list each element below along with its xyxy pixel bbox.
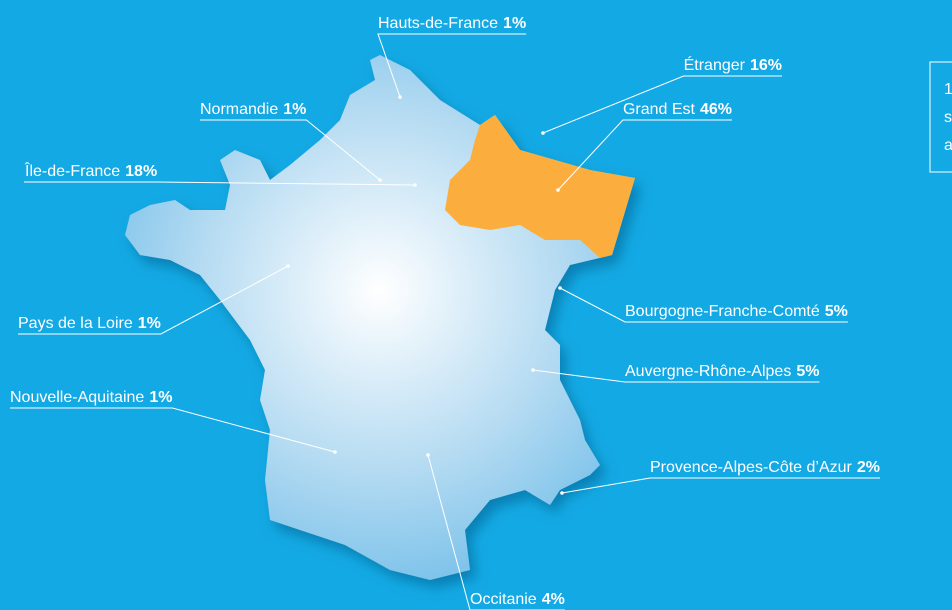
region-label: Auvergne-Rhône-Alpes 5% [625,363,819,380]
region-name: Occitanie [470,591,537,608]
leader-line [532,369,820,383]
france-shape [125,55,635,580]
side-note-line: a [944,137,952,154]
region-label: Pays de la Loire 1% [18,315,161,332]
region-dot [426,453,430,457]
region-dot [398,95,402,99]
region-label: Étranger 16% [684,55,782,74]
region-label: Grand Est 46% [623,101,732,118]
region-label: Provence-Alpes-Côte d’Azur 2% [650,459,880,476]
leader-line [10,407,336,453]
region-dot [413,183,417,187]
region-label: Hauts-de-France 1% [378,15,526,32]
region-dot [556,188,560,192]
region-label: Bourgogne-Franche-Comté 5% [625,303,848,320]
region-name: Île-de-France [24,161,120,180]
region-name: Provence-Alpes-Côte d’Azur [650,459,853,476]
side-note-box [929,61,952,173]
side-note-line: s [944,109,952,126]
leader-line [542,75,782,134]
region-share: 46% [700,101,732,118]
region-name: Grand Est [623,101,696,118]
region-name: Nouvelle-Aquitaine [10,389,144,406]
region-name: Normandie [200,101,278,118]
leader-line [427,454,565,610]
region-name: Étranger [684,55,746,74]
region-dot [333,450,337,454]
region-label: Occitanie 4% [470,591,565,608]
leader-line [559,287,848,323]
side-note-line: 1 [944,81,952,98]
region-dot [378,178,382,182]
leader-line [557,119,732,191]
grand-est-region [445,115,635,258]
region-share: 2% [857,459,880,476]
region-share: 16% [750,57,782,74]
region-name: Hauts-de-France [378,15,498,32]
region-name: Pays de la Loire [18,315,133,332]
region-share: 5% [825,303,848,320]
region-share: 1% [149,389,172,406]
leader-line [561,477,880,494]
region-dot [286,264,290,268]
region-share: 18% [125,163,157,180]
region-dot [560,491,564,495]
leader-line [24,181,416,186]
region-dot [541,131,545,135]
region-dot [558,286,562,290]
region-share: 5% [796,363,819,380]
leader-line [18,265,289,335]
leader-line [200,119,381,181]
region-label: Île-de-France 18% [24,161,157,180]
region-share: 1% [138,315,161,332]
labels: Hauts-de-France 1% Étranger 16% Grand Est 46%… [10,15,880,610]
region-dot [531,368,535,372]
region-name: Auvergne-Rhône-Alpes [625,363,791,380]
region-share: 1% [283,101,306,118]
region-name: Bourgogne-Franche-Comté [625,303,820,320]
region-share: 4% [542,591,565,608]
region-share: 1% [503,15,526,32]
region-label: Nouvelle-Aquitaine 1% [10,389,172,406]
region-label: Normandie 1% [200,101,306,118]
leader-line [377,33,527,98]
